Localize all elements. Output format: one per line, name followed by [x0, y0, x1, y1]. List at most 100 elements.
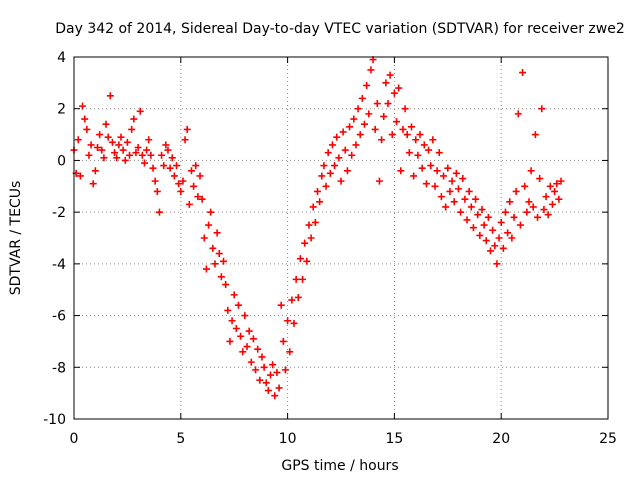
data-point-marker: [102, 120, 110, 128]
data-point-marker: [384, 100, 392, 108]
data-point-marker: [536, 175, 544, 183]
data-point-marker: [324, 149, 332, 157]
data-point-marker: [352, 141, 360, 149]
data-point-marker: [87, 141, 95, 149]
data-point-marker: [85, 151, 93, 159]
data-point-marker: [407, 123, 415, 131]
data-point-marker: [356, 131, 364, 139]
data-point-marker: [508, 234, 516, 242]
data-point-marker: [207, 208, 215, 216]
data-point-marker: [222, 281, 230, 289]
x-tick-label: 10: [279, 431, 297, 447]
data-point-marker: [331, 162, 339, 170]
data-point-marker: [138, 151, 146, 159]
data-point-marker: [230, 291, 238, 299]
data-point-marker: [234, 301, 242, 309]
data-point-marker: [158, 151, 166, 159]
data-point-marker: [213, 229, 221, 237]
data-point-marker: [557, 177, 565, 185]
data-point-marker: [343, 167, 351, 175]
data-point-marker: [525, 198, 533, 206]
data-point-marker: [418, 164, 426, 172]
x-tick-label: 0: [70, 431, 79, 447]
data-point-marker: [196, 172, 204, 180]
data-point-marker: [115, 141, 123, 149]
data-point-marker: [170, 172, 178, 180]
data-point-marker: [527, 167, 535, 175]
data-point-marker: [540, 206, 548, 214]
data-point-marker: [237, 332, 245, 340]
data-point-marker: [187, 167, 195, 175]
y-tick-label: -2: [52, 205, 66, 221]
data-point-marker: [354, 105, 362, 113]
y-tick-label: 2: [57, 102, 66, 118]
data-point-marker: [452, 169, 460, 177]
data-point-marker: [192, 162, 200, 170]
data-point-marker: [316, 198, 324, 206]
data-point-marker: [130, 115, 138, 123]
data-point-marker: [457, 208, 465, 216]
data-point-marker: [181, 136, 189, 144]
data-point-marker: [529, 203, 537, 211]
y-tick-label: -6: [52, 309, 66, 325]
data-point-marker: [548, 200, 556, 208]
data-point-marker: [153, 187, 161, 195]
data-point-marker: [542, 193, 550, 201]
data-point-marker: [497, 218, 505, 226]
data-point-marker: [305, 221, 313, 229]
data-point-marker: [444, 164, 452, 172]
data-point-marker: [277, 301, 285, 309]
data-point-marker: [440, 172, 448, 180]
data-point-marker: [119, 146, 127, 154]
data-point-marker: [205, 221, 213, 229]
data-point-marker: [501, 208, 509, 216]
data-point-marker: [472, 195, 480, 203]
data-point-marker: [132, 149, 140, 157]
data-point-marker: [198, 195, 206, 203]
data-point-marker: [544, 211, 552, 219]
data-point-marker: [292, 275, 300, 283]
data-point-marker: [126, 151, 134, 159]
data-point-marker: [431, 182, 439, 190]
data-point-marker: [397, 167, 405, 175]
data-point-marker: [474, 211, 482, 219]
data-point-marker: [269, 361, 277, 369]
data-point-marker: [373, 100, 381, 108]
data-point-marker: [256, 376, 264, 384]
data-point-marker: [403, 131, 411, 139]
data-point-marker: [79, 102, 87, 110]
data-point-marker: [328, 141, 336, 149]
data-point-marker: [371, 125, 379, 133]
chart-title: Day 342 of 2014, Sidereal Day-to-day VTE…: [55, 21, 625, 37]
data-point-marker: [427, 162, 435, 170]
data-point-marker: [294, 293, 302, 301]
data-point-marker: [375, 177, 383, 185]
data-point-marker: [303, 257, 311, 265]
data-point-marker: [83, 125, 91, 133]
data-point-marker: [555, 195, 563, 203]
data-point-marker: [123, 138, 131, 146]
data-point-marker: [363, 81, 371, 89]
data-point-marker: [399, 125, 407, 133]
data-point-marker: [211, 260, 219, 268]
data-point-marker: [149, 164, 157, 172]
data-point-marker: [487, 247, 495, 255]
data-point-marker: [160, 162, 168, 170]
data-point-marker: [360, 120, 368, 128]
data-point-marker: [435, 149, 443, 157]
data-point-marker: [185, 200, 193, 208]
data-point-marker: [173, 162, 181, 170]
data-point-marker: [258, 353, 266, 361]
y-tick-label: -8: [52, 360, 66, 376]
data-point-marker: [546, 182, 554, 190]
data-point-marker: [117, 133, 125, 141]
x-axis-label: GPS time / hours: [281, 458, 398, 474]
data-point-marker: [337, 177, 345, 185]
data-point-marker: [202, 265, 210, 273]
data-point-marker: [367, 66, 375, 74]
data-point-marker: [267, 371, 275, 379]
data-point-marker: [425, 146, 433, 154]
data-point-marker: [232, 325, 240, 332]
data-point-marker: [314, 187, 322, 195]
data-point-marker: [155, 208, 163, 216]
